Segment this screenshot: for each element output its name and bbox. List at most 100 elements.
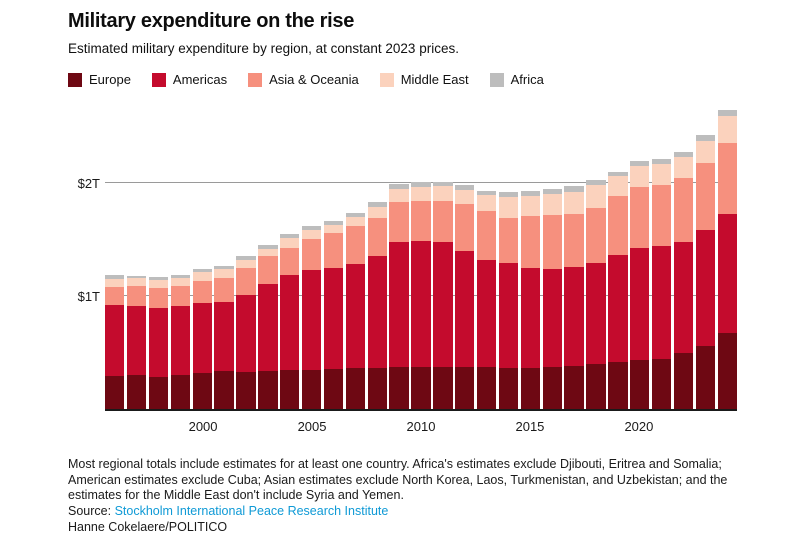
bar-2004[interactable] [280, 234, 300, 409]
segment-asia-oceania [564, 214, 584, 267]
byline: Hanne Cokelaere/POLITICO [68, 520, 228, 534]
segment-europe [673, 353, 694, 409]
segment-europe [345, 368, 365, 409]
segment-middle-east [148, 280, 169, 288]
segment-americas [608, 254, 628, 362]
bar-2011[interactable] [433, 181, 453, 409]
segment-africa [126, 275, 147, 279]
segment-asia-oceania [608, 195, 628, 255]
segment-europe [695, 345, 715, 409]
segment-americas [717, 213, 737, 334]
segment-middle-east [280, 238, 300, 248]
segment-europe [476, 367, 497, 409]
chart-subtitle: Estimated military expenditure by region… [68, 41, 459, 56]
segment-europe [192, 373, 212, 409]
bar-1997[interactable] [126, 275, 147, 409]
bar-1998[interactable] [148, 276, 169, 409]
legend-swatch-icon [489, 72, 504, 87]
segment-europe [586, 364, 606, 409]
segment-europe [170, 375, 190, 409]
source-link[interactable]: Stockholm International Peace Research I… [114, 504, 389, 518]
x-axis-label-2000: 2000 [188, 419, 218, 434]
segment-asia-oceania [258, 256, 278, 285]
plot-area [105, 100, 737, 411]
segment-africa [345, 213, 365, 218]
segment-africa [476, 190, 497, 196]
segment-middle-east [455, 189, 475, 205]
bar-2017[interactable] [564, 186, 584, 409]
segment-americas [192, 303, 212, 374]
bar-2022[interactable] [673, 152, 694, 409]
segment-middle-east [564, 192, 584, 215]
segment-asia-oceania [476, 210, 497, 260]
bar-1996[interactable] [105, 275, 125, 409]
segment-asia-oceania [630, 186, 650, 248]
legend-swatch-icon [68, 72, 82, 87]
segment-africa [586, 180, 606, 186]
segment-americas [455, 251, 475, 367]
segment-africa [192, 268, 212, 273]
bar-2014[interactable] [498, 192, 519, 409]
bar-2008[interactable] [367, 202, 387, 409]
segment-africa [105, 275, 125, 279]
segment-africa [608, 171, 628, 177]
bar-2020[interactable] [630, 160, 650, 409]
bar-2006[interactable] [323, 220, 344, 409]
segment-europe [608, 361, 628, 409]
segment-asia-oceania [148, 287, 169, 309]
bar-2005[interactable] [301, 226, 322, 409]
bar-2016[interactable] [542, 188, 562, 409]
segment-asia-oceania [126, 286, 147, 307]
segment-middle-east [411, 186, 431, 202]
bar-2001[interactable] [214, 266, 234, 409]
segment-africa [695, 134, 715, 141]
legend-swatch-icon [379, 72, 394, 87]
bar-2024[interactable] [717, 109, 737, 409]
bar-2018[interactable] [586, 180, 606, 409]
segment-africa [717, 109, 737, 117]
segment-middle-east [105, 278, 125, 288]
bar-2013[interactable] [476, 190, 497, 409]
segment-americas [323, 267, 344, 369]
bar-2002[interactable] [236, 256, 256, 409]
segment-africa [411, 182, 431, 187]
bar-2009[interactable] [389, 184, 409, 409]
segment-asia-oceania [411, 201, 431, 241]
source-line: Source: Stockholm International Peace Re… [68, 504, 388, 518]
legend-item-europe: Europe [68, 72, 131, 87]
segment-americas [630, 247, 650, 360]
bar-1999[interactable] [170, 274, 190, 409]
segment-africa [214, 266, 234, 269]
bar-2019[interactable] [608, 171, 628, 409]
segment-americas [236, 294, 256, 372]
bar-2023[interactable] [695, 134, 715, 409]
segment-europe [258, 371, 278, 409]
bar-2010[interactable] [411, 182, 431, 409]
segment-asia-oceania [214, 277, 234, 303]
bar-2003[interactable] [258, 245, 278, 409]
segment-asia-oceania [345, 225, 365, 265]
segment-middle-east [476, 195, 497, 211]
bar-2012[interactable] [455, 185, 475, 409]
bar-2007[interactable] [345, 213, 365, 409]
segment-americas [345, 264, 365, 369]
segment-asia-oceania [717, 142, 737, 214]
segment-middle-east [651, 163, 672, 185]
segment-asia-oceania [673, 178, 694, 243]
segment-middle-east [367, 206, 387, 219]
segment-middle-east [717, 116, 737, 143]
segment-americas [651, 246, 672, 360]
legend-swatch-icon [248, 72, 263, 87]
segment-europe [126, 374, 147, 409]
bar-2021[interactable] [651, 159, 672, 409]
bars-container [105, 100, 737, 409]
segment-asia-oceania [105, 287, 125, 305]
segment-americas [105, 304, 125, 376]
segment-asia-oceania [170, 285, 190, 306]
bar-2015[interactable] [520, 191, 540, 409]
segment-middle-east [673, 157, 694, 179]
segment-africa [280, 234, 300, 239]
bar-2000[interactable] [192, 268, 212, 409]
legend-label: Middle East [400, 72, 469, 87]
